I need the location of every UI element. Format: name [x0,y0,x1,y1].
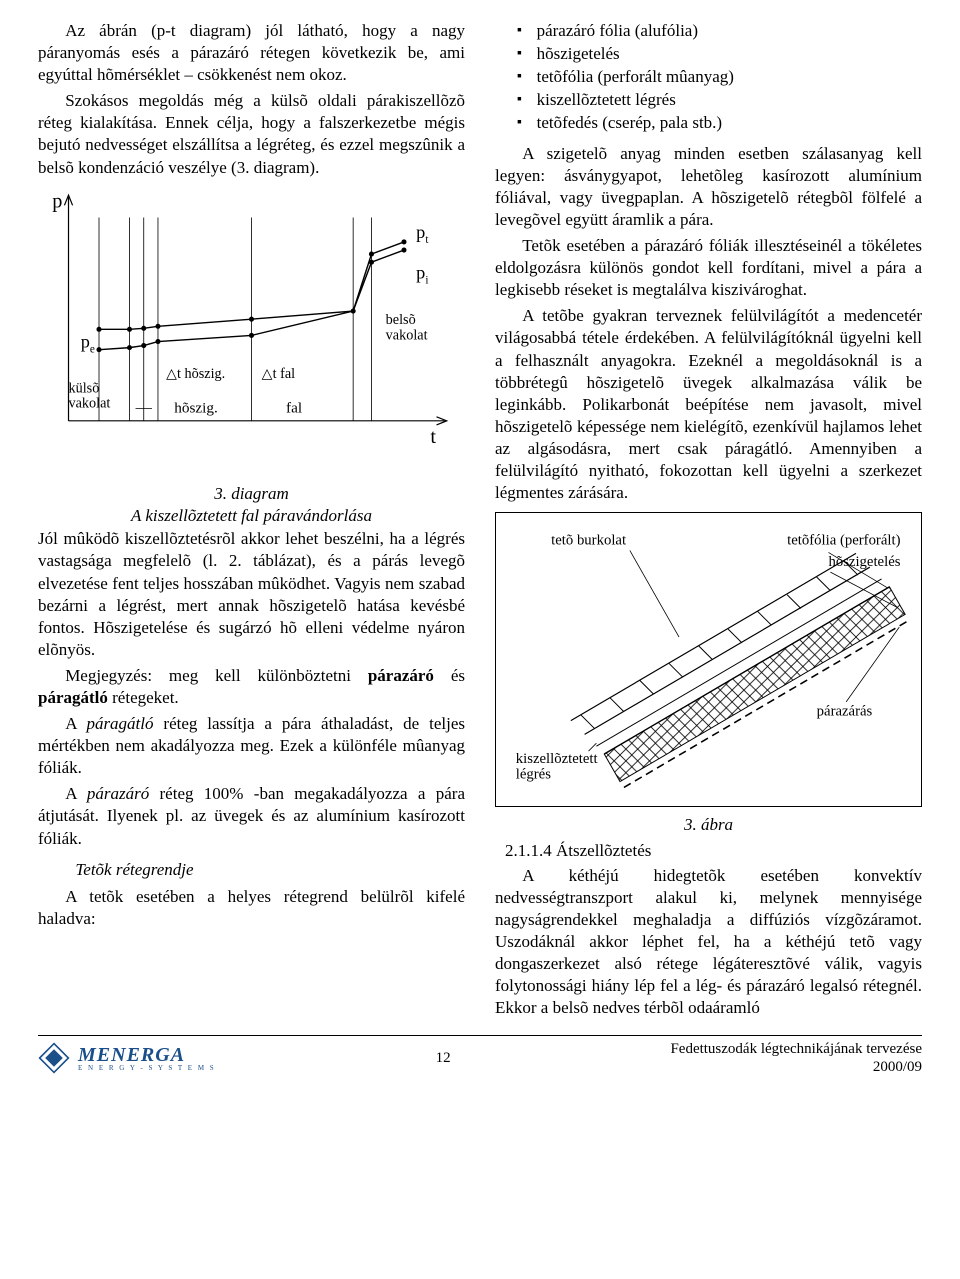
diagram-3-subcaption: A kiszellõztetett fal páravándorlása [38,506,465,526]
label-belso: belsõ [386,312,416,328]
p4-b1: párazáró [368,666,434,685]
footer-title: Fedettuszodák légtechnikájának tervezése [670,1041,922,1057]
p5-i: páragátló [86,714,153,733]
right-para-2: Tetõk esetében a párazáró fóliák illeszt… [495,235,922,301]
left-para-7: A tetõk esetében a helyes rétegrend belü… [38,886,465,930]
left-para-4: Megjegyzés: meg kell különböztetni páraz… [38,665,465,709]
bullet-item: kiszellõztetett légrés [537,89,922,112]
label-vakolat-l: vakolat [69,395,111,411]
logo-diamond-icon [38,1042,70,1074]
footer-logo: MENERGA E N E R G Y - S Y S T E M S [38,1042,216,1074]
left-para-2: Szokásos megoldás még a külsõ oldali pár… [38,90,465,178]
page-footer: MENERGA E N E R G Y - S Y S T E M S 12 F… [38,1035,922,1076]
p6-a: A [65,784,87,803]
roof-diagram-box: tetõ burkolat tetõfólia (perforált) hõsz… [495,512,922,806]
diagram-3-caption: 3. diagram [38,484,465,504]
label-kulso: külsõ [69,380,100,396]
label-hoszig: hõszig. [174,399,218,416]
label-dt-hoszig: △t hõszig. [166,366,225,382]
label-hoszigeteles: hõszigetelés [828,554,900,570]
footer-right: Fedettuszodák légtechnikájának tervezése… [473,1040,922,1076]
label-dash: — [135,398,153,416]
p6-i: párazáró [87,784,149,803]
label-kiszelloztetett: kiszellõztetett [516,751,598,767]
p4-d: rétegeket. [108,688,179,707]
p5-a: A [65,714,86,733]
bullet-list: párazáró fólia (alufólia) hõszigetelés t… [495,20,922,135]
right-para-4: A kéthéjú hidegtetõk esetében konvektív … [495,865,922,1020]
left-para-3: Jól mûködõ kiszellõztetésrõl akkor lehet… [38,528,465,661]
section-number: 2.1.1.4 Átszellõztetés [505,841,922,861]
left-para-6: A párazáró réteg 100% -ban megakadályozz… [38,783,465,849]
page: Az ábrán (p-t diagram) jól látható, hogy… [0,0,960,1086]
left-column: Az ábrán (p-t diagram) jól látható, hogy… [38,20,465,1023]
x-axis-label: t [430,426,436,448]
roof-diagram-svg: tetõ burkolat tetõfólia (perforált) hõsz… [502,519,915,794]
label-legres: légrés [516,767,551,783]
right-para-1: A szigetelõ anyag minden esetben szálasa… [495,143,922,231]
right-para-3: A tetõbe gyakran terveznek felülvilágító… [495,305,922,504]
left-para-1: Az ábrán (p-t diagram) jól látható, hogy… [38,20,465,86]
p4-b2: páragátló [38,688,108,707]
bullet-item: párazáró fólia (alufólia) [537,20,922,43]
left-para-5: A páragátló réteg lassítja a pára áthala… [38,713,465,779]
p4-c: és [434,666,465,685]
label-parazaras: párazárás [817,704,873,720]
page-number: 12 [413,1050,473,1067]
label-teto-burkolat: tetõ burkolat [551,533,626,549]
bullet-item: hõszigetelés [537,43,922,66]
pt-diagram-svg: p t [38,187,465,472]
right-column: párazáró fólia (alufólia) hõszigetelés t… [495,20,922,1023]
bullet-item: tetõfedés (cserép, pala stb.) [537,112,922,135]
figure-3-caption: 3. ábra [495,815,922,835]
label-teto-folia: tetõfólia (perforált) [787,533,900,549]
footer-date: 2000/09 [873,1059,922,1075]
label-dt-fal: △t fal [262,366,295,382]
label-pt: pt [416,221,429,245]
label-pi: pi [416,262,428,286]
subheading-tetok: Tetõk rétegrendje [75,860,465,880]
bullet-item: tetõfólia (perforált mûanyag) [537,66,922,89]
label-fal: fal [286,399,302,416]
two-column-layout: Az ábrán (p-t diagram) jól látható, hogy… [38,20,922,1023]
label-vakolat-r: vakolat [386,327,428,343]
logo-main-text: MENERGA [78,1045,216,1065]
y-axis-label: p [52,190,62,212]
label-pe: pe [81,331,95,355]
p4-a: Megjegyzés: meg kell különböztetni [65,666,368,685]
diagram-3: p t [38,187,465,477]
logo-sub-text: E N E R G Y - S Y S T E M S [78,1065,216,1072]
